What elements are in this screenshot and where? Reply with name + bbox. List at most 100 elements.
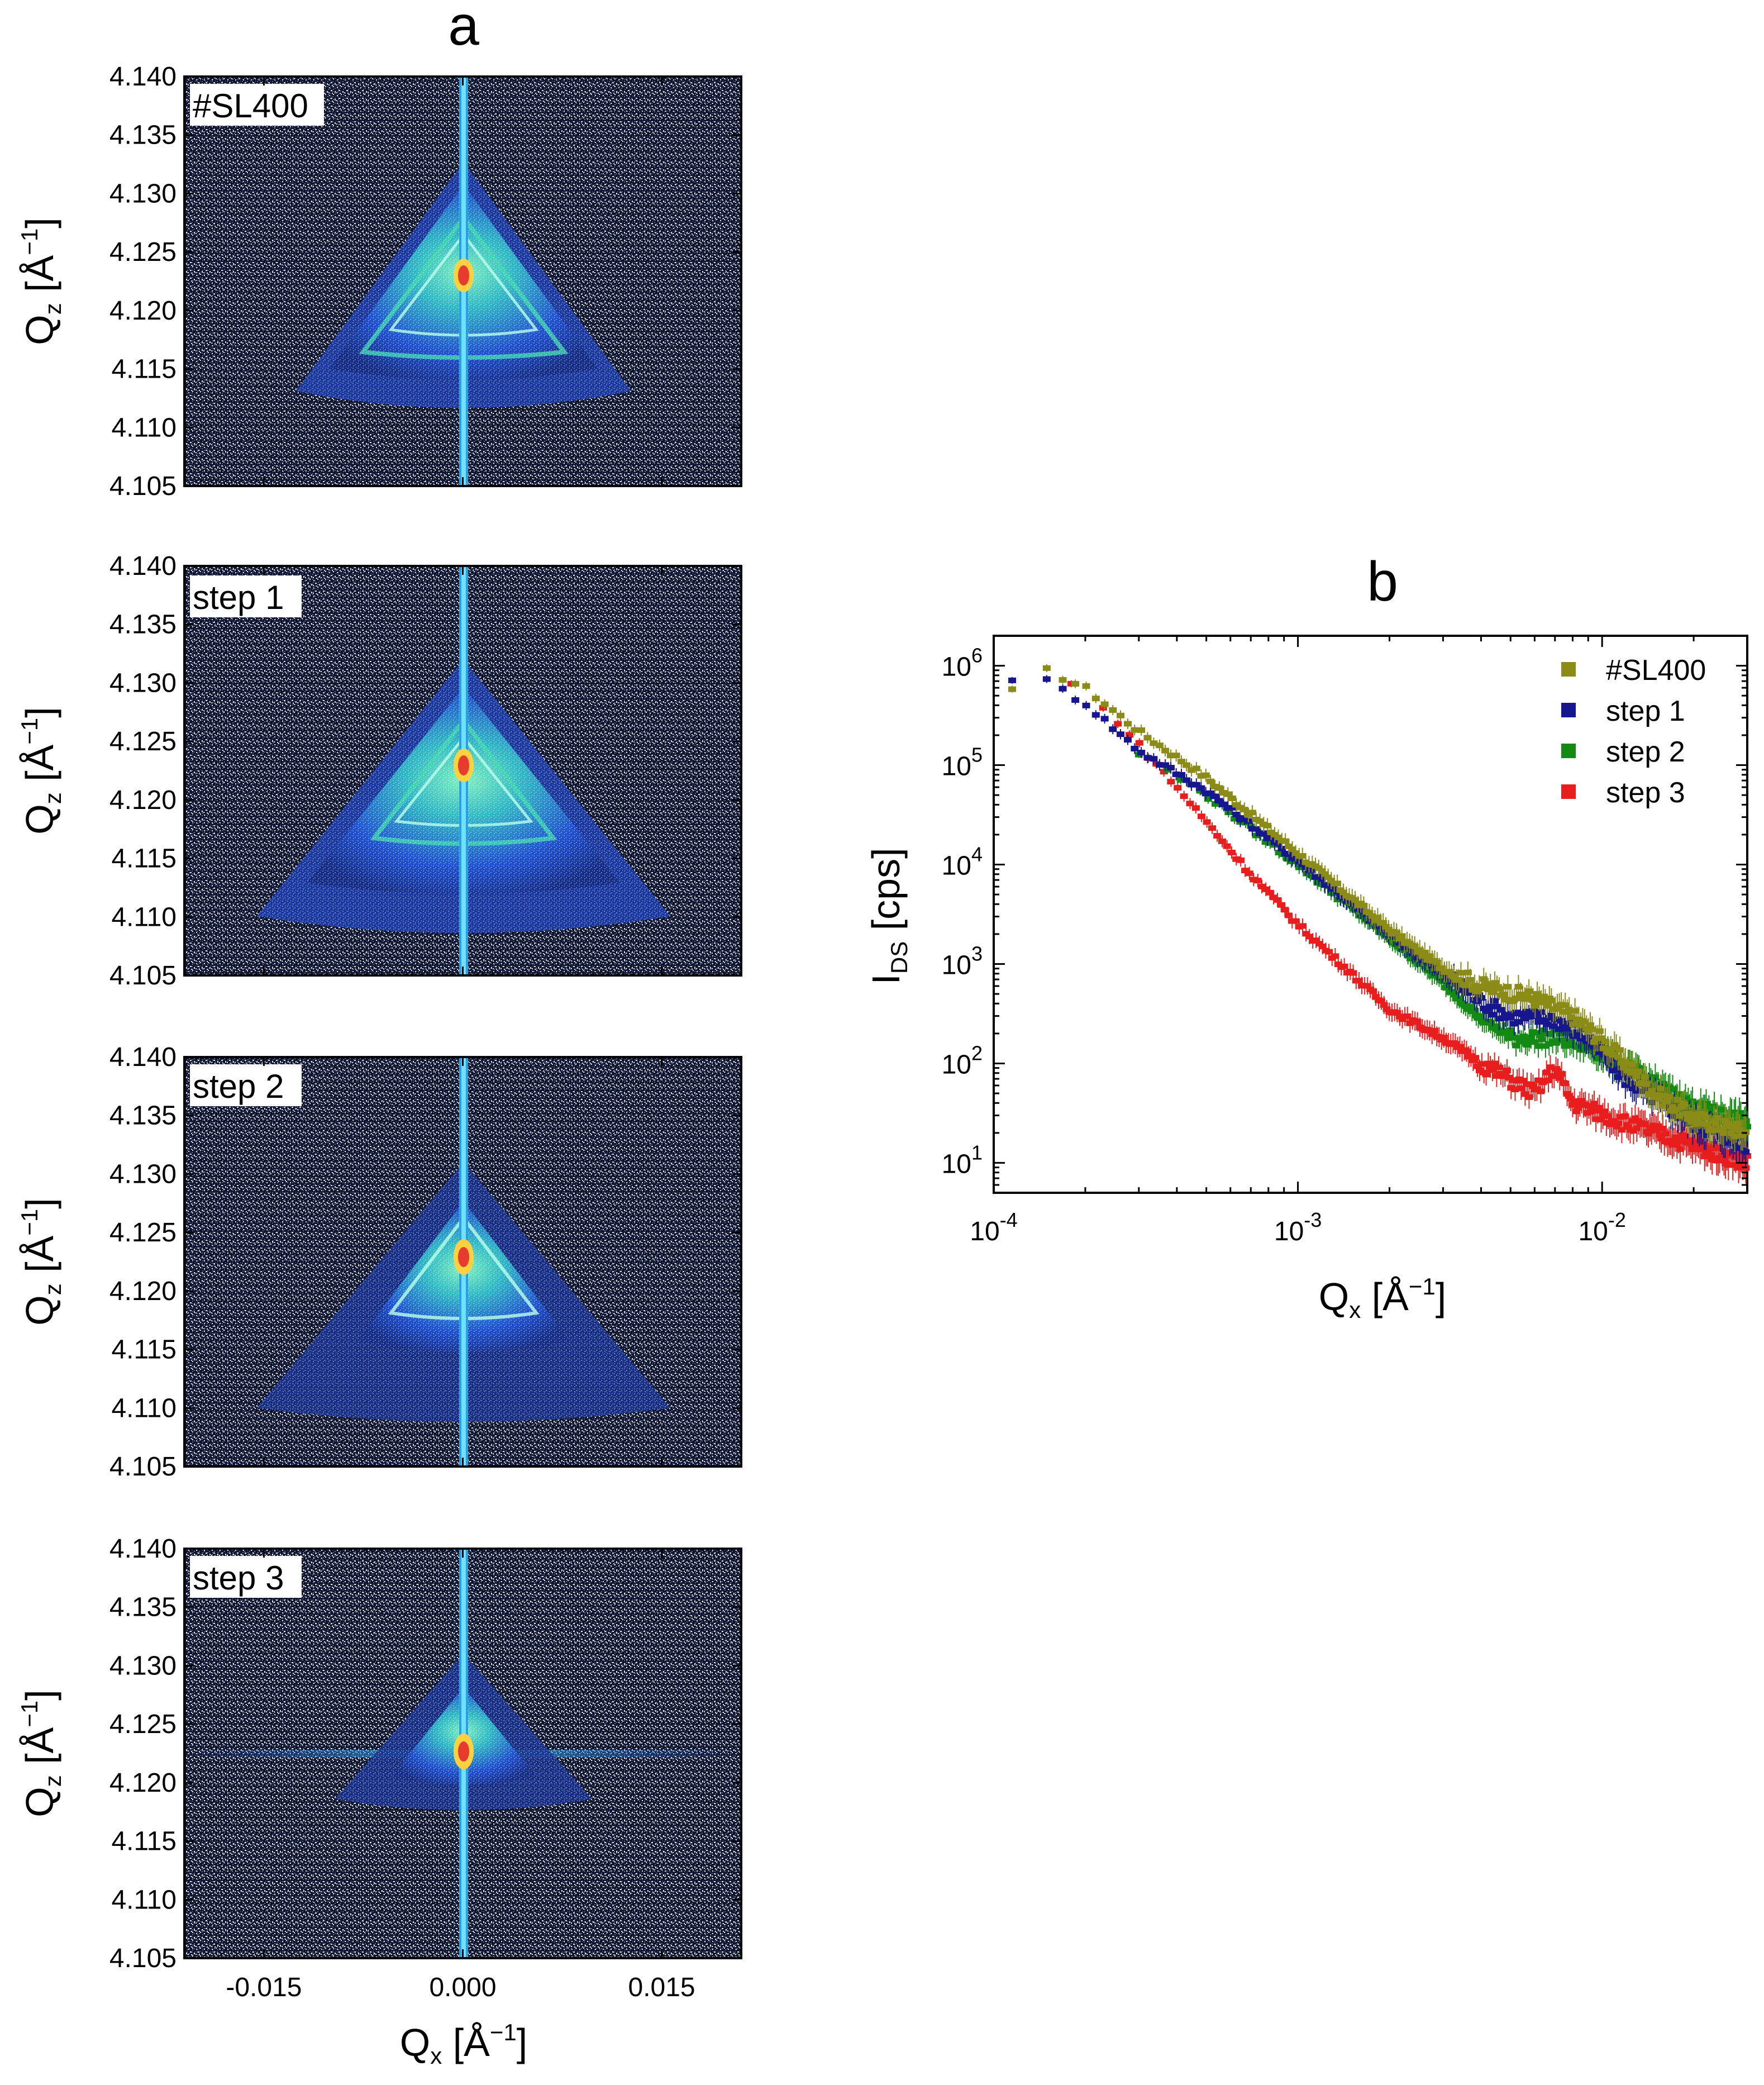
- map-1-y-tick-label: 4.120: [109, 296, 177, 326]
- data-point: [1512, 995, 1520, 1001]
- legend-marker-step2: [1561, 744, 1576, 758]
- map-4-y-tick-label: 4.140: [109, 1534, 177, 1564]
- data-point: [1531, 1003, 1539, 1009]
- data-point: [1100, 701, 1109, 707]
- intensity-y-tick-label: 101: [942, 1141, 983, 1179]
- data-point: [1514, 984, 1523, 990]
- data-point: [1644, 1131, 1652, 1137]
- data-point: [1219, 790, 1228, 796]
- data-point: [1705, 1143, 1713, 1149]
- data-point: [1732, 1110, 1740, 1116]
- intensity-y-tick-label: 104: [942, 843, 983, 881]
- data-point: [1462, 1048, 1471, 1054]
- data-point: [1563, 1026, 1571, 1032]
- data-point: [1553, 1068, 1562, 1074]
- map-2-y-tick-label: 4.125: [109, 727, 177, 756]
- data-point: [1687, 1141, 1695, 1147]
- data-point: [1675, 1136, 1683, 1142]
- data-point: [1689, 1112, 1697, 1118]
- data-point: [1723, 1152, 1731, 1158]
- data-point: [1536, 1032, 1544, 1038]
- data-point: [1211, 793, 1219, 799]
- data-point: [1413, 1019, 1422, 1025]
- data-point: [1630, 1084, 1638, 1091]
- series-sl400: [1008, 664, 1750, 1152]
- data-point: [1736, 1127, 1744, 1133]
- data-point: [1708, 1127, 1717, 1134]
- data-point: [1312, 937, 1320, 944]
- data-point: [1616, 1047, 1624, 1053]
- data-point: [1586, 1022, 1595, 1028]
- data-point: [1450, 974, 1458, 980]
- data-point: [1658, 1126, 1667, 1132]
- map-4-y-tick-label: 4.105: [109, 1944, 177, 1973]
- data-point: [1512, 1042, 1520, 1049]
- data-point: [1202, 772, 1210, 778]
- data-point: [1143, 755, 1152, 761]
- data-point: [1491, 980, 1499, 986]
- data-point: [1542, 1069, 1551, 1075]
- map-1-intensity: [184, 77, 741, 486]
- map-2-sample-label: step 1: [193, 579, 284, 616]
- data-point: [1654, 1123, 1662, 1129]
- map-x-tick-label: 0.015: [628, 1973, 695, 2002]
- data-point: [1291, 850, 1300, 856]
- data-point: [1042, 676, 1051, 682]
- data-point: [1372, 994, 1380, 1000]
- intensity-x-tick-label: 10-3: [1274, 1208, 1322, 1246]
- data-point: [1461, 982, 1470, 988]
- data-point: [1743, 1124, 1751, 1130]
- data-point: [1418, 953, 1427, 959]
- data-point: [1543, 1003, 1552, 1009]
- data-point: [1499, 991, 1508, 997]
- map-x-tick-label: -0.015: [226, 1973, 302, 2002]
- data-point: [1557, 1018, 1566, 1024]
- data-point: [1668, 1086, 1677, 1092]
- data-point: [1705, 1107, 1713, 1113]
- data-point: [1591, 1049, 1599, 1055]
- data-point: [1645, 1074, 1653, 1080]
- data-point: [1586, 1109, 1595, 1115]
- map-1-y-tick-label: 4.130: [109, 179, 177, 208]
- data-point: [1521, 1091, 1529, 1097]
- data-point: [1539, 993, 1547, 999]
- data-point: [1384, 927, 1393, 933]
- data-point: [1550, 1027, 1558, 1034]
- data-point: [1228, 849, 1236, 855]
- data-point: [1248, 810, 1256, 816]
- legend-label-step1: step 1: [1606, 695, 1685, 727]
- data-point: [1471, 983, 1479, 989]
- data-point: [1701, 1115, 1710, 1121]
- data-point: [1519, 1034, 1528, 1040]
- data-point: [1691, 1145, 1700, 1151]
- data-point: [1455, 977, 1463, 983]
- data-point: [1318, 868, 1326, 874]
- data-point: [1071, 697, 1080, 703]
- data-point: [1523, 1081, 1531, 1087]
- data-point: [1484, 1060, 1493, 1067]
- data-point: [1568, 1102, 1577, 1108]
- data-point: [1358, 913, 1366, 920]
- data-point: [1660, 1093, 1668, 1099]
- data-point: [1439, 978, 1448, 984]
- data-point: [1470, 1007, 1479, 1013]
- data-point: [1600, 1108, 1609, 1115]
- data-point: [1211, 801, 1219, 807]
- legend-label-step2: step 2: [1606, 736, 1685, 768]
- data-point: [1224, 805, 1232, 811]
- map-3-y-tick-label: 4.135: [109, 1101, 177, 1131]
- data-point: [1717, 1107, 1725, 1113]
- data-point: [1700, 1153, 1709, 1159]
- map-3-y-tick-label: 4.115: [111, 1335, 177, 1365]
- data-point: [1569, 1021, 1577, 1027]
- data-point: [1174, 785, 1182, 791]
- data-point: [1672, 1106, 1680, 1112]
- data-point: [1699, 1121, 1707, 1127]
- data-point: [1123, 721, 1132, 727]
- data-point: [1682, 1111, 1690, 1117]
- data-point: [1477, 1061, 1486, 1067]
- map-2-y-axis-label: Qz [Å−1]: [16, 707, 66, 834]
- data-point: [1489, 989, 1497, 996]
- data-point: [1183, 777, 1191, 783]
- data-point: [1706, 1152, 1715, 1158]
